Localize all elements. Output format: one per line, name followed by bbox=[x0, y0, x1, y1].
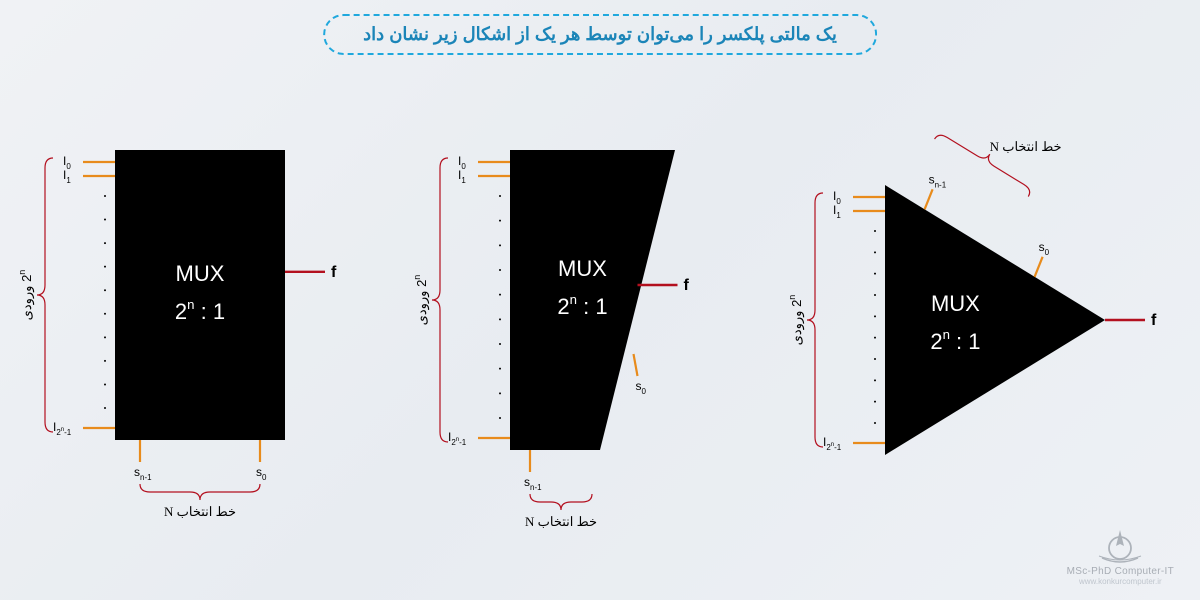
svg-text:N خط انتخاب: N خط انتخاب bbox=[525, 514, 597, 529]
svg-text:2n ورودی: 2n ورودی bbox=[17, 270, 35, 321]
svg-text:2n ورودی: 2n ورودی bbox=[787, 295, 805, 346]
watermark-line2: www.konkurcomputer.ir bbox=[1067, 577, 1174, 586]
diagram-title: یک مالتی پلکسر را می‌توان توسط هر یک از … bbox=[323, 14, 877, 55]
output-line: f bbox=[285, 264, 337, 281]
svg-text:I2n-1: I2n-1 bbox=[448, 430, 467, 447]
output-line: f bbox=[1105, 312, 1157, 329]
mux-triangle: MUX2n : 1I0I1I2n-12n ورودیfsn-1s0N خط ان… bbox=[787, 125, 1157, 455]
select-lines: sn-1 s0 N خط انتخاب bbox=[134, 440, 267, 519]
svg-text:s0: s0 bbox=[1039, 240, 1050, 257]
mux-rectangle: MUX2n : 1I0I1I2n-12n ورودیfsn-1s0N خط ان… bbox=[17, 150, 337, 519]
svg-text:2n : 1: 2n : 1 bbox=[175, 297, 225, 324]
svg-text:MUX: MUX bbox=[176, 261, 225, 286]
diagram-canvas: MUX2n : 1I0I1I2n-12n ورودیfsn-1s0N خط ان… bbox=[0, 80, 1200, 550]
svg-text:I2n-1: I2n-1 bbox=[53, 420, 72, 437]
svg-text:sn-1: sn-1 bbox=[929, 172, 947, 189]
mux-trapezoid: MUX2n : 1I0I1I2n-12n ورودیfsn-1s0N خط ان… bbox=[412, 150, 690, 529]
svg-text:f: f bbox=[1151, 312, 1157, 329]
svg-text:s0: s0 bbox=[256, 465, 267, 482]
svg-text:2n ورودی: 2n ورودی bbox=[412, 275, 430, 326]
watermark-line1: MSc-PhD Computer-IT bbox=[1067, 566, 1174, 577]
svg-text:sn-1: sn-1 bbox=[134, 465, 152, 482]
svg-text:s0: s0 bbox=[636, 379, 647, 396]
svg-text:f: f bbox=[331, 264, 337, 281]
input-lines: I0I1I2n-12n ورودی bbox=[787, 189, 885, 452]
svg-text:f: f bbox=[684, 277, 690, 294]
output-line: f bbox=[638, 277, 690, 294]
input-lines: I0I1I2n-12n ورودی bbox=[17, 154, 115, 437]
svg-text:I2n-1: I2n-1 bbox=[823, 435, 842, 452]
svg-text:MUX: MUX bbox=[558, 256, 607, 281]
svg-text:MUX: MUX bbox=[931, 291, 980, 316]
input-lines: I0I1I2n-12n ورودی bbox=[412, 154, 510, 447]
svg-text:sn-1: sn-1 bbox=[524, 475, 542, 492]
svg-text:2n : 1: 2n : 1 bbox=[557, 292, 607, 319]
watermark: MSc-PhD Computer-IT www.konkurcomputer.i… bbox=[1067, 528, 1174, 586]
svg-text:N خط انتخاب: N خط انتخاب bbox=[990, 139, 1062, 154]
svg-text:N خط انتخاب: N خط انتخاب bbox=[164, 504, 236, 519]
svg-text:2n : 1: 2n : 1 bbox=[930, 327, 980, 354]
